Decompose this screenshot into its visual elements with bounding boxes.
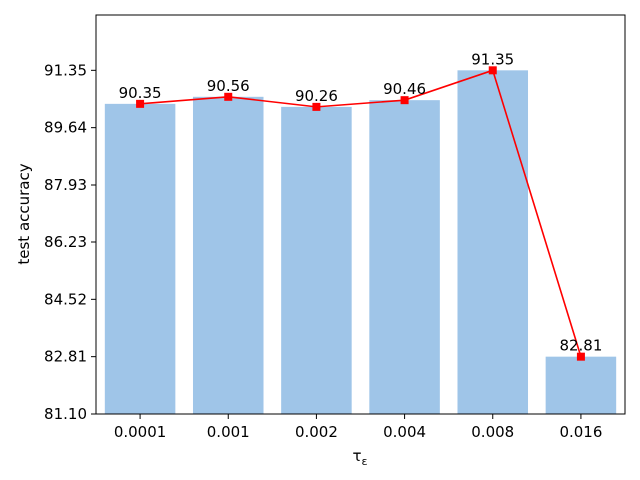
bar [192,96,264,414]
line-marker [136,99,145,108]
line-marker [400,96,409,105]
line-marker [488,66,497,75]
line-group [136,66,585,361]
line-marker [576,352,585,361]
y-tick-label: 82.81 [44,348,87,366]
x-axis-title-sub: ε [362,455,368,468]
line-marker [224,92,233,101]
plot-frame [95,14,626,415]
y-tick-label: 81.10 [44,405,87,423]
bar [369,100,440,414]
x-tick-label: 0.002 [295,423,338,441]
y-tick-label: 89.64 [44,119,87,137]
y-tick-label: 91.35 [44,61,87,79]
bars-group [104,70,617,415]
bar [457,70,529,414]
line-marker [312,102,321,111]
data-label: 91.35 [471,50,514,68]
x-tick-label: 0.008 [471,423,514,441]
y-axis-title: test accuracy [15,163,33,264]
x-tick-label: 0.0001 [114,423,167,441]
bar [281,106,352,414]
data-label: 82.81 [559,337,602,355]
y-axis: 81.10 82.81 84.52 86.23 87.93 89.64 91.35 [44,61,96,423]
data-label: 90.56 [207,77,250,95]
y-tick-label: 87.93 [44,176,87,194]
bar [104,103,176,415]
x-axis-title: τε [353,447,368,468]
x-axis: 0.0001 0.001 0.002 0.004 0.008 0.016 [114,414,602,441]
x-tick-label: 0.004 [383,423,426,441]
data-label: 90.35 [119,84,162,102]
x-tick-label: 0.016 [559,423,602,441]
data-label: 90.46 [383,80,426,98]
x-tick-label: 0.001 [207,423,250,441]
y-tick-label: 84.52 [44,290,87,308]
bar [545,356,617,414]
data-labels-group: 90.35 90.56 90.26 90.46 91.35 82.81 [119,50,603,354]
data-label: 90.26 [295,87,338,105]
x-axis-title-main: τ [353,447,362,465]
y-tick-label: 86.23 [44,233,87,251]
series-line [140,69,582,357]
